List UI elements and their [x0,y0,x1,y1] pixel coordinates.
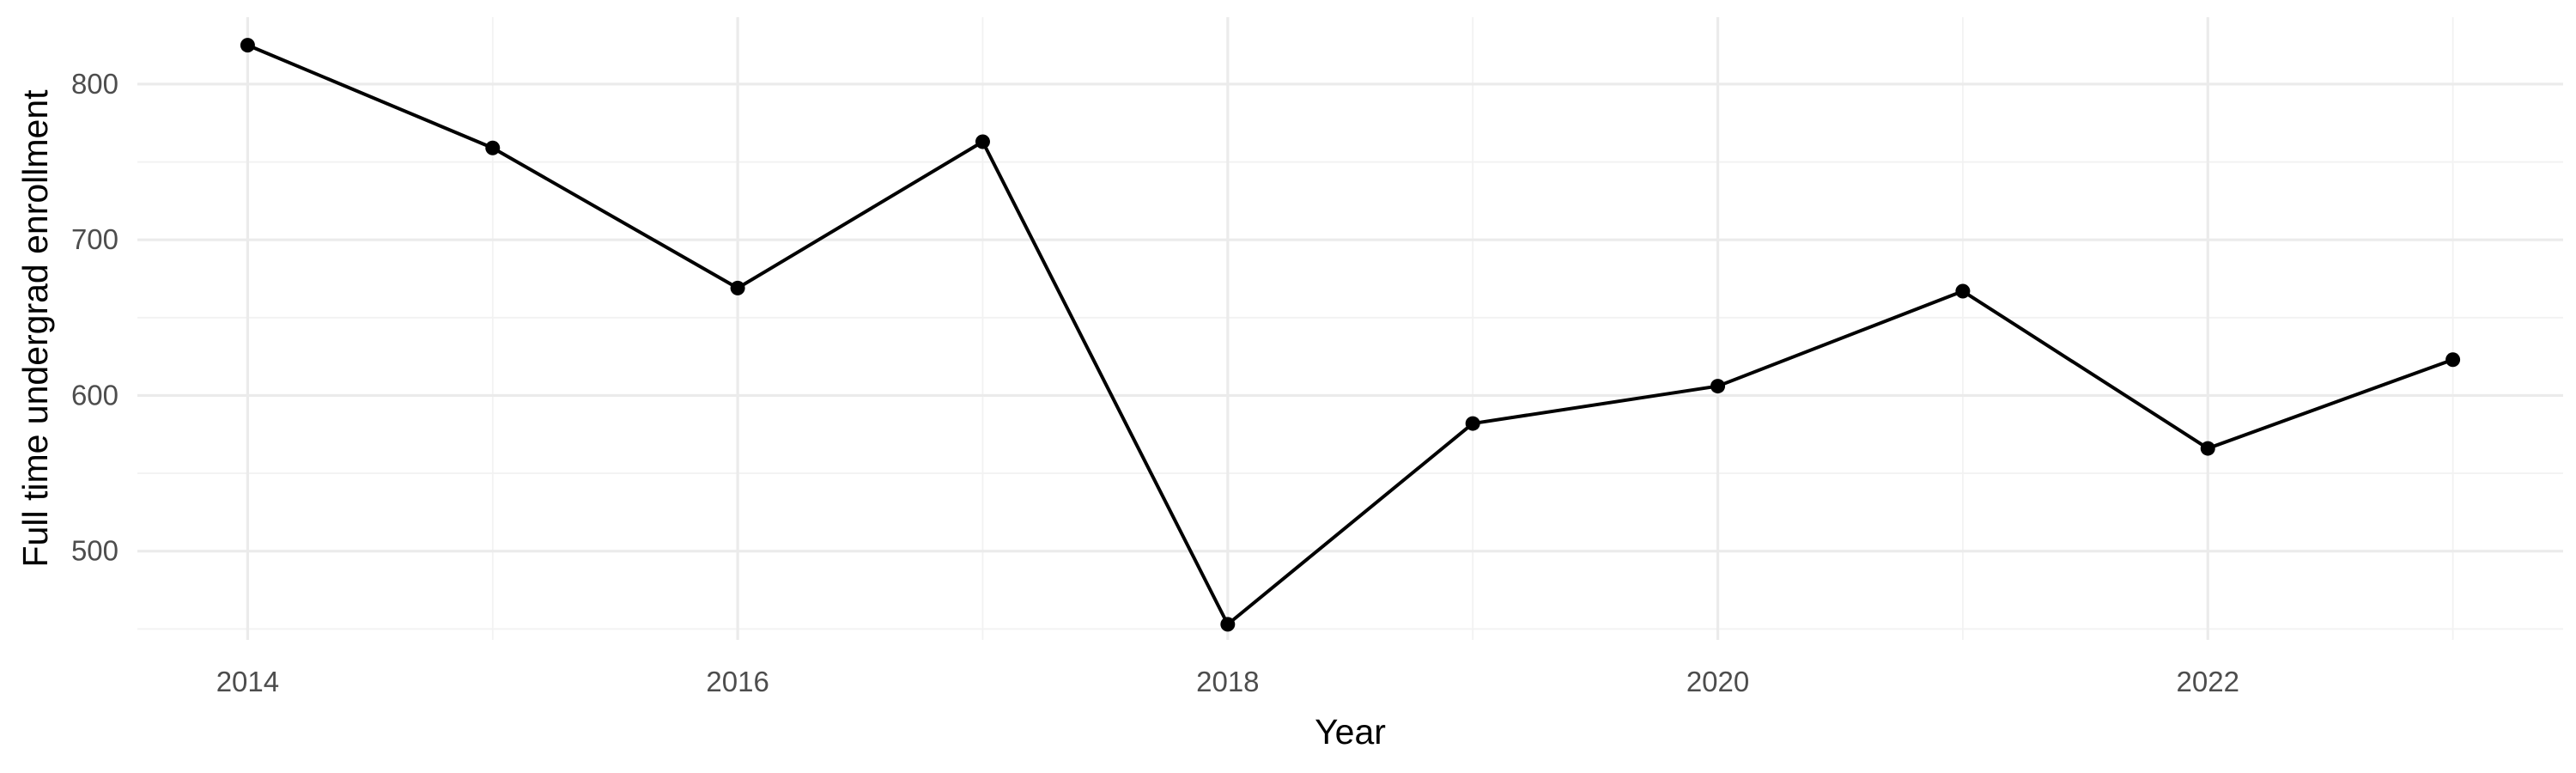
x-axis-title: Year [1315,712,1386,752]
data-point [730,280,745,295]
y-tick-label: 600 [71,379,118,411]
data-point [2445,352,2461,368]
y-tick-label: 700 [71,223,118,255]
data-point [240,38,255,53]
data-point [975,134,990,149]
data-point [1710,379,1726,394]
y-axis-title: Full time undergrad enrollment [15,89,55,568]
grid-layer [137,17,2563,640]
x-tick-label: 2022 [2177,666,2239,697]
series-layer [240,38,2461,632]
y-tick-label: 500 [71,535,118,567]
x-tick-label: 2014 [216,666,279,697]
data-point [1220,617,1236,632]
data-point [1955,283,1971,299]
data-point [485,140,501,155]
x-tick-label: 2018 [1196,666,1259,697]
data-point [1465,416,1480,431]
axis-layer: 500 600 700 800 2014 2016 2018 2020 2022 [71,68,2239,697]
series-line [246,43,2454,626]
x-tick-label: 2016 [706,666,769,697]
x-tick-label: 2020 [1686,666,1749,697]
data-point [2200,441,2215,456]
y-tick-label: 800 [71,68,118,100]
